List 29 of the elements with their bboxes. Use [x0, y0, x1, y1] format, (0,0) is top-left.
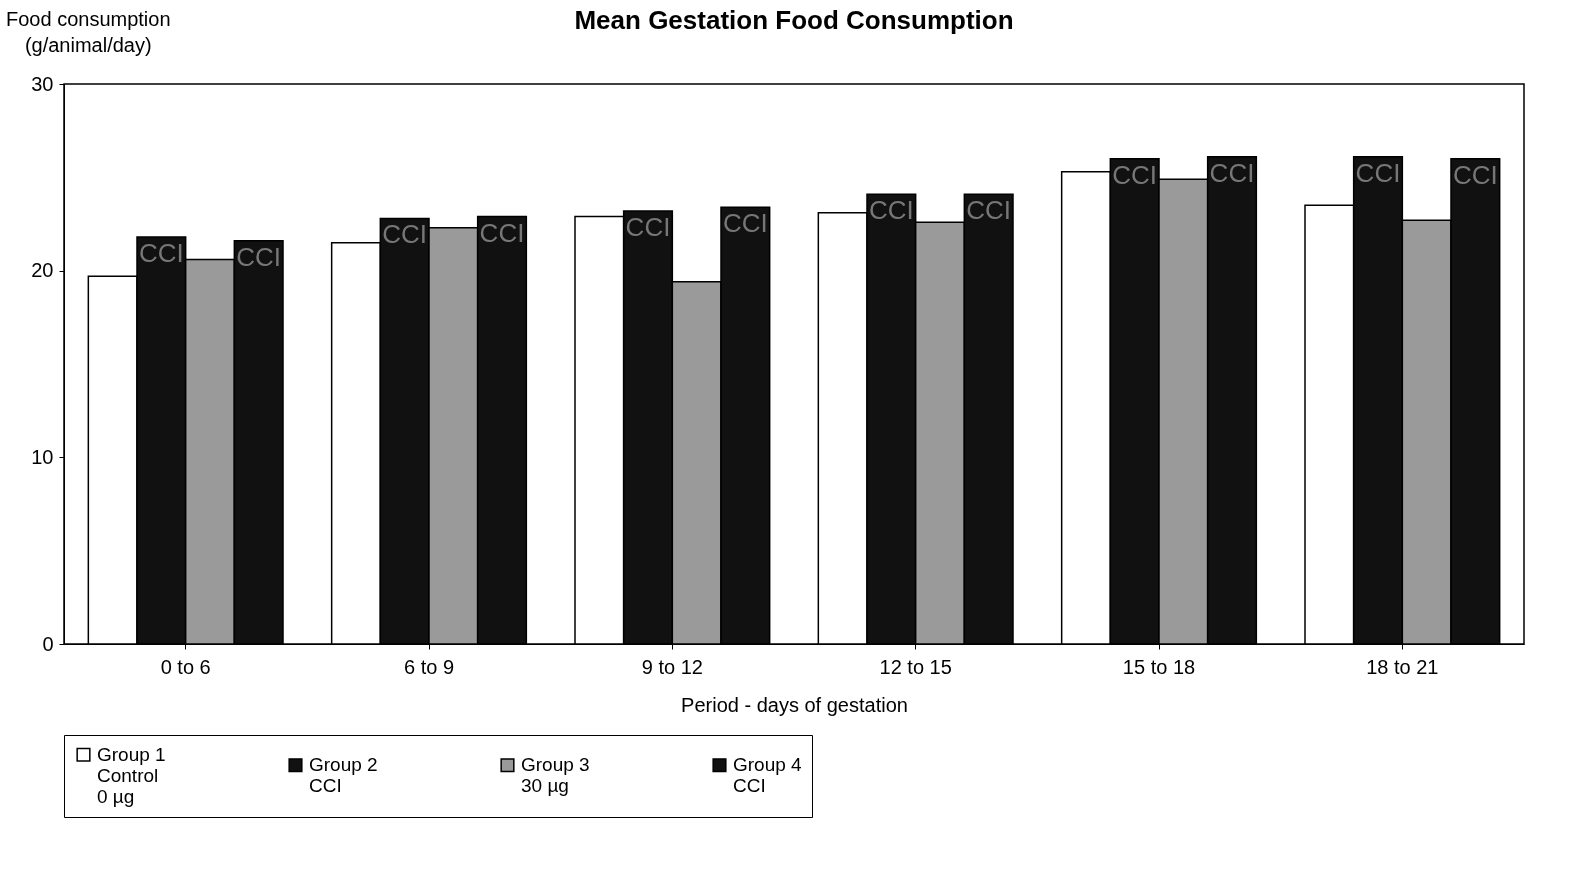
y-tick-label: 0	[42, 632, 54, 655]
y-tick-label: 30	[31, 72, 54, 95]
x-tick-label: 18 to 21	[1366, 655, 1439, 678]
x-tick-label: 0 to 6	[160, 655, 211, 678]
data-label: CCI	[1112, 159, 1158, 190]
data-label: CCI	[1452, 159, 1498, 190]
legend-label: Group 3 30 µg	[521, 754, 590, 797]
data-label: CCI	[138, 238, 184, 269]
chart-title: Mean Gestation Food Consumption	[574, 5, 1014, 35]
y-axis-title: Food consumption (g/animal/day)	[6, 7, 171, 58]
data-label: CCI	[1209, 157, 1255, 188]
data-label: CCI	[479, 217, 525, 248]
legend-label: Group 4 CCI	[733, 754, 803, 797]
data-label: CCI	[625, 211, 671, 242]
data-label: CCI	[722, 208, 768, 239]
legend-label: Group 1 Control 0 µg	[97, 743, 166, 807]
x-tick-label: 6 to 9	[403, 655, 455, 678]
x-axis-title: Period - days of gestation	[681, 693, 908, 716]
x-tick-label: 15 to 18	[1122, 655, 1196, 678]
data-label: CCI	[868, 195, 914, 226]
data-label: CCI	[966, 195, 1012, 226]
y-tick-label: 20	[31, 259, 54, 282]
data-label: CCI	[382, 219, 428, 250]
data-label: CCI	[236, 241, 282, 272]
data-label: CCI	[1355, 157, 1401, 188]
x-tick-label: 9 to 12	[641, 655, 703, 678]
x-tick-label: 12 to 15	[879, 655, 952, 678]
y-tick-label: 10	[31, 445, 54, 468]
legend-label: Group 2 CCI	[309, 754, 378, 797]
